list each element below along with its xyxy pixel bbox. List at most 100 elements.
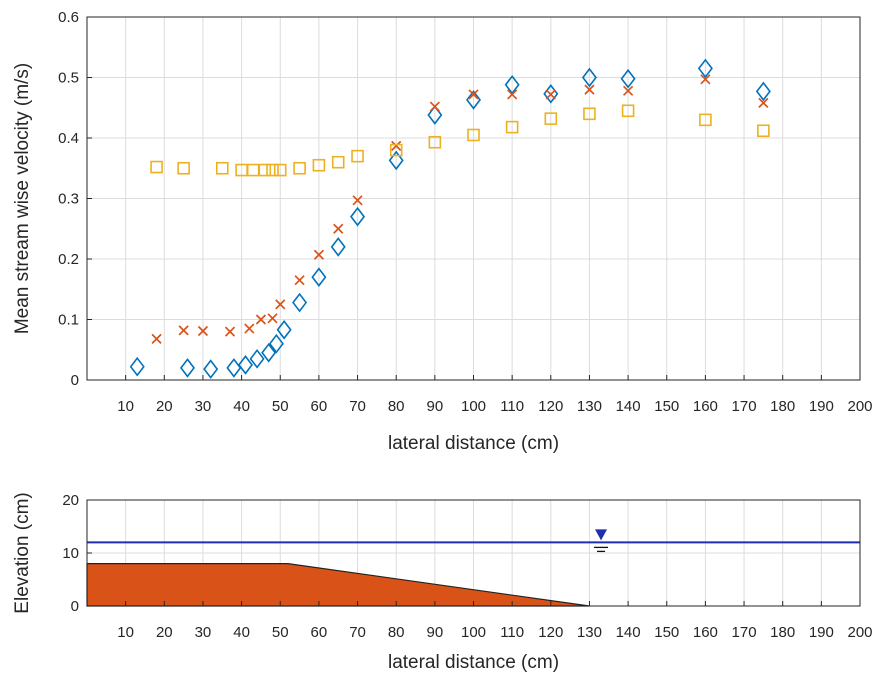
elevation-chart-x-tick-label: 150 [654,624,679,641]
elevation-chart-x-tick-label: 50 [272,624,289,641]
square-point [467,128,480,142]
x-point [622,85,634,96]
diamond-point [350,206,366,227]
elevation-chart-y-ticks: 0 10 20 [62,492,92,615]
bed-profile [86,562,590,607]
elevation-chart-y-axis-label: Elevation (cm) [12,492,33,613]
series-x [151,74,769,344]
elevation-chart-x-tick-label: 10 [117,624,134,641]
velocity-chart-y-ticks: 0 0.1 0.2 0.3 0.4 0.5 0.6 [58,9,92,389]
elevation-chart-x-tick-label: 200 [847,624,872,641]
elevation-chart-y-tick-label: 10 [62,545,79,562]
elevation-chart-x-tick-label: 90 [427,624,444,641]
elevation-chart-x-tick-label: 40 [233,624,250,641]
velocity-chart-x-tick-label: 170 [732,398,757,415]
square-point [150,160,163,174]
square-point [389,143,403,157]
elevation-chart-x-tick-label: 110 [500,624,524,641]
elevation-chart-x-tick-label: 100 [461,624,486,641]
velocity-chart-y-tick-label: 0.2 [58,251,79,268]
diamond-point [465,90,482,110]
velocity-chart-x-tick-label: 160 [693,398,718,415]
x-point [545,89,556,100]
elevation-chart-x-tick-label: 70 [349,624,366,641]
velocity-chart-x-tick-label: 50 [272,398,289,415]
velocity-chart-x-tick-label: 20 [156,398,173,415]
diamond-point [581,67,597,88]
diamond-point [261,342,277,363]
elevation-chart-x-tick-label: 20 [156,624,173,641]
elevation-chart-x-tick-label: 180 [770,624,795,641]
square-point [505,120,519,134]
velocity-chart-x-tick-label: 110 [500,398,524,415]
diamond-point [330,237,346,257]
elevation-chart-x-tick-label: 190 [809,624,834,641]
x-point [224,326,236,337]
square-point [266,163,279,177]
square-point [351,149,364,163]
diamond-point [268,333,284,354]
diamond-point [427,105,443,125]
series-diamond [129,58,771,379]
square-point [757,124,770,138]
series-square [150,104,770,177]
diamond-point [697,58,713,79]
square-point [258,163,272,177]
diamond-point [226,358,242,378]
square-point [699,113,712,127]
elevation-chart-x-tick-label: 30 [195,624,212,641]
x-point [391,140,402,151]
square-point [621,104,635,118]
square-point [331,155,345,169]
velocity-chart-x-ticks: 10 20 30 40 50 60 70 80 90 100 110 120 130 140 150 160 1… [117,375,873,415]
elevation-chart-x-tick-label: 140 [616,624,641,641]
velocity-chart-x-tick-label: 100 [461,398,486,415]
square-point [215,161,229,175]
diamond-point [249,349,265,369]
x-point [294,275,305,286]
velocity-chart-x-tick-label: 90 [427,398,444,415]
elevation-chart-x-tick-label: 120 [538,624,563,641]
velocity-chart-y-tick-label: 0.6 [58,9,79,26]
velocity-chart-y-axis-label: Mean stream wise velocity (m/s) [12,63,33,334]
diamond-point [292,292,308,313]
diamond-point [237,355,253,375]
elevation-chart-y-tick-label: 0 [71,598,79,615]
velocity-chart-y-tick-label: 0.1 [58,312,79,329]
velocity-chart: 10 20 30 40 50 60 70 80 90 100 110 120 130 140 150 160 1… [12,9,873,454]
x-point [267,313,278,324]
elevation-chart: 10 20 30 40 50 60 70 80 90 100 110 120 130 140 150 160 1… [12,492,873,673]
elevation-chart-x-tick-label: 60 [311,624,328,641]
square-point [246,163,260,177]
x-point [197,325,209,337]
diamond-point [755,81,771,102]
water-level-marker-icon [594,529,609,553]
diamond-point [620,68,636,89]
square-point [544,112,558,125]
velocity-chart-x-tick-label: 40 [233,398,250,415]
diamond-point [388,150,404,171]
elevation-chart-x-ticks: 10 20 30 40 50 60 70 80 90 100 110 120 130 140 150 160 1… [117,601,873,641]
velocity-chart-x-tick-label: 140 [616,398,641,415]
x-point [700,74,711,85]
x-point [333,223,344,234]
square-point [177,161,190,175]
elevation-chart-x-tick-label: 170 [732,624,757,641]
velocity-chart-x-tick-label: 30 [195,398,212,415]
velocity-chart-y-tick-label: 0.3 [58,191,79,208]
velocity-chart-x-tick-label: 80 [388,398,405,415]
velocity-chart-grid [87,16,861,381]
square-point [583,107,596,121]
velocity-chart-x-tick-label: 190 [809,398,834,415]
velocity-chart-x-tick-label: 120 [538,398,563,415]
velocity-chart-x-tick-label: 150 [654,398,679,415]
elevation-chart-y-tick-label: 20 [62,492,79,509]
velocity-chart-x-tick-label: 200 [847,398,872,415]
x-point [275,299,286,310]
x-point [468,89,479,100]
diamond-point [129,356,145,377]
diamond-point [179,358,195,378]
velocity-chart-x-tick-label: 60 [311,398,328,415]
diamond-point [276,319,292,340]
velocity-chart-y-tick-label: 0.5 [58,70,79,87]
